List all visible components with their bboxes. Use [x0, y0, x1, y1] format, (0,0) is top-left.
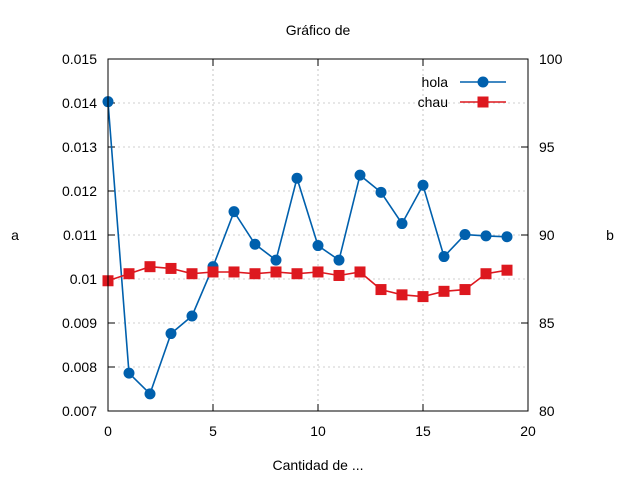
series-hola-point: [249, 238, 261, 250]
series-chau-point: [228, 266, 240, 278]
x-tick-label: 5: [209, 423, 217, 439]
legend-marker: [477, 76, 489, 88]
series-hola-point: [312, 240, 324, 252]
y-tick-label: 0.007: [62, 403, 97, 419]
series-hola-point: [333, 254, 345, 266]
series-hola-point: [480, 230, 492, 242]
y2-tick-label: 95: [539, 139, 555, 155]
y2-axis-label: b: [606, 227, 614, 243]
series-hola-point: [354, 169, 366, 181]
series-hola-point: [291, 172, 303, 184]
series-hola: [102, 96, 513, 400]
y-tick-label: 0.015: [62, 51, 97, 67]
series-chau-point: [333, 269, 345, 281]
series-chau-point: [123, 268, 135, 280]
series-hola-point: [501, 231, 513, 243]
y-tick-label: 0.013: [62, 139, 97, 155]
series-chau-point: [501, 264, 513, 276]
legend: hola chau: [418, 74, 506, 110]
series-chau-point: [354, 266, 366, 278]
series-chau-point: [312, 266, 324, 278]
series-chau-point: [144, 261, 156, 273]
series-chau-point: [417, 291, 429, 303]
series-hola-point: [123, 367, 135, 379]
series-chau: [102, 261, 513, 303]
tick-labels: 0 5 10 15 20 0.007 0.008 0.009 0.01 0.011 0.012 0.0…: [62, 51, 563, 439]
series-chau-point: [480, 268, 492, 280]
series-chau-point: [249, 268, 261, 280]
x-tick-label: 10: [310, 423, 326, 439]
series-hola-point: [144, 388, 156, 400]
y-tick-label: 0.009: [62, 315, 97, 331]
series: [102, 96, 513, 400]
series-chau-point: [375, 284, 387, 296]
x-tick-label: 15: [415, 423, 431, 439]
series-hola-line: [107, 101, 508, 396]
y-tick-label: 0.014: [62, 95, 97, 111]
chart-title: Gráfico de: [286, 22, 351, 38]
series-chau-point: [438, 285, 450, 297]
series-hola-point: [186, 310, 198, 322]
series-chau-point: [459, 284, 471, 296]
series-hola-point: [459, 229, 471, 241]
plot-frame: [107, 58, 529, 412]
y-tick-label: 0.012: [62, 183, 97, 199]
x-tick-label: 0: [104, 423, 112, 439]
series-chau-point: [291, 268, 303, 280]
series-chau-point: [396, 289, 408, 301]
y-axis-label: a: [11, 227, 19, 243]
series-hola-point: [165, 328, 177, 340]
series-hola-point: [417, 179, 429, 191]
series-chau-point: [207, 266, 219, 278]
series-hola-point: [270, 254, 282, 266]
y-tick-label: 0.01: [70, 271, 97, 287]
series-chau-point: [165, 262, 177, 274]
y2-tick-label: 100: [539, 51, 563, 67]
y2-tick-label: 80: [539, 403, 555, 419]
series-hola-point: [375, 186, 387, 198]
series-hola-point: [228, 206, 240, 218]
x-tick-label: 20: [520, 423, 536, 439]
grid: [108, 59, 528, 411]
y2-tick-label: 85: [539, 315, 555, 331]
y2-tick-label: 90: [539, 227, 555, 243]
legend-label: hola: [422, 74, 449, 90]
legend-marker: [477, 96, 489, 108]
series-chau-point: [186, 268, 198, 280]
y-tick-label: 0.011: [63, 227, 97, 243]
series-chau-point: [270, 266, 282, 278]
y-tick-label: 0.008: [62, 359, 97, 375]
series-hola-point: [396, 218, 408, 230]
series-hola-point: [438, 251, 450, 263]
x-axis-label: Cantidad de ...: [272, 457, 363, 473]
legend-label: chau: [418, 94, 448, 110]
